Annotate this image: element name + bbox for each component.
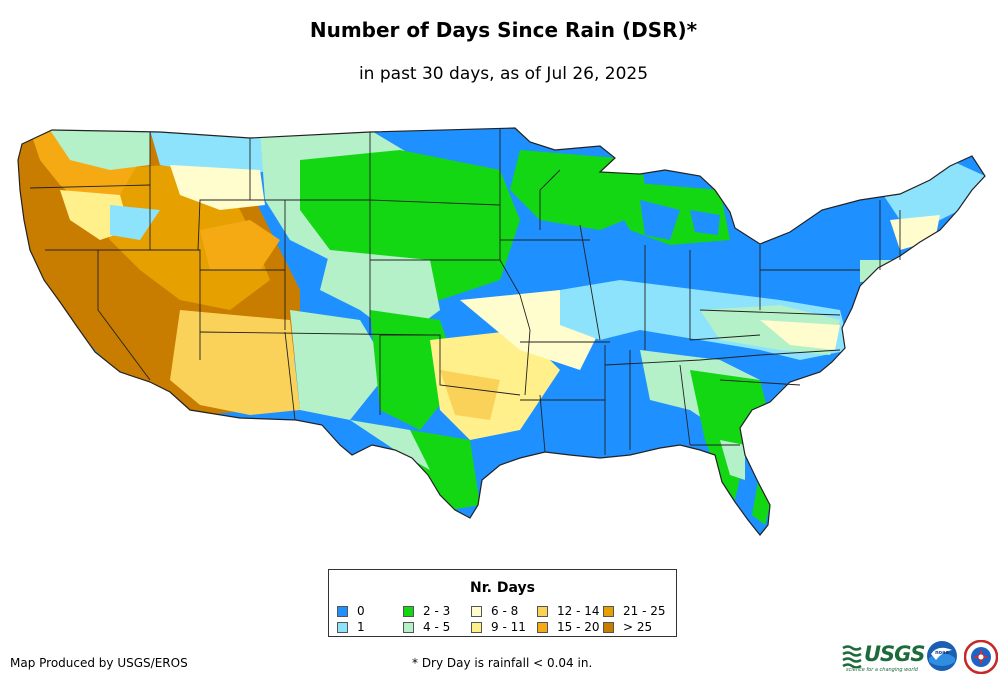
state-boundaries (17, 127, 986, 536)
map-title: Number of Days Since Rain (DSR)* (309, 18, 698, 42)
legend-label: 15 - 20 (557, 620, 600, 634)
legend-label: 2 - 3 (423, 604, 451, 618)
nws-logo-icon (964, 640, 998, 674)
legend-item: 15 - 20 (537, 621, 600, 633)
legend-item: 9 - 11 (471, 621, 526, 633)
noaa-logo-icon: noaa (927, 641, 957, 671)
legend-item: 0 (337, 605, 365, 617)
legend-title: Nr. Days (470, 580, 535, 596)
legend-swatch (337, 622, 348, 633)
legend-swatch (537, 606, 548, 617)
legend-swatch (603, 622, 614, 633)
legend-swatch (403, 606, 414, 617)
legend-label: 0 (357, 604, 365, 618)
legend-swatch (537, 622, 548, 633)
legend-label: 12 - 14 (557, 604, 600, 618)
dry-day-footnote: * Dry Day is rainfall < 0.04 in. (412, 656, 593, 670)
map-credit: Map Produced by USGS/EROS (10, 656, 188, 670)
usgs-tagline: science for a changing world (846, 667, 918, 673)
legend-item: > 25 (603, 621, 652, 633)
legend-label: 9 - 11 (491, 620, 526, 634)
us-dsr-map (17, 127, 986, 536)
map-subtitle: in past 30 days, as of Jul 26, 2025 (358, 64, 649, 84)
legend-item: 2 - 3 (403, 605, 450, 617)
legend-swatch (603, 606, 614, 617)
legend-swatch (403, 622, 414, 633)
legend-swatch (337, 606, 348, 617)
legend-label: 6 - 8 (491, 604, 519, 618)
usgs-logo-text: USGS (864, 642, 926, 666)
legend-swatch (471, 622, 482, 633)
legend-item: 21 - 25 (603, 605, 666, 617)
dsr-raster (18, 128, 985, 535)
legend-label: > 25 (623, 620, 653, 634)
legend: Nr. Days 0 1 2 - 3 4 - 5 6 - 8 9 - 11 12… (328, 569, 677, 637)
legend-item: 6 - 8 (471, 605, 518, 617)
agency-logos: USGS science for a changing world noaa (842, 640, 1002, 680)
legend-label: 21 - 25 (623, 604, 666, 618)
legend-item: 1 (337, 621, 365, 633)
noaa-logo-text: noaa (935, 650, 949, 656)
legend-item: 4 - 5 (403, 621, 450, 633)
legend-swatch (471, 606, 482, 617)
legend-item: 12 - 14 (537, 605, 600, 617)
usgs-logo-icon (842, 645, 862, 668)
legend-label: 1 (357, 620, 365, 634)
legend-label: 4 - 5 (423, 620, 451, 634)
